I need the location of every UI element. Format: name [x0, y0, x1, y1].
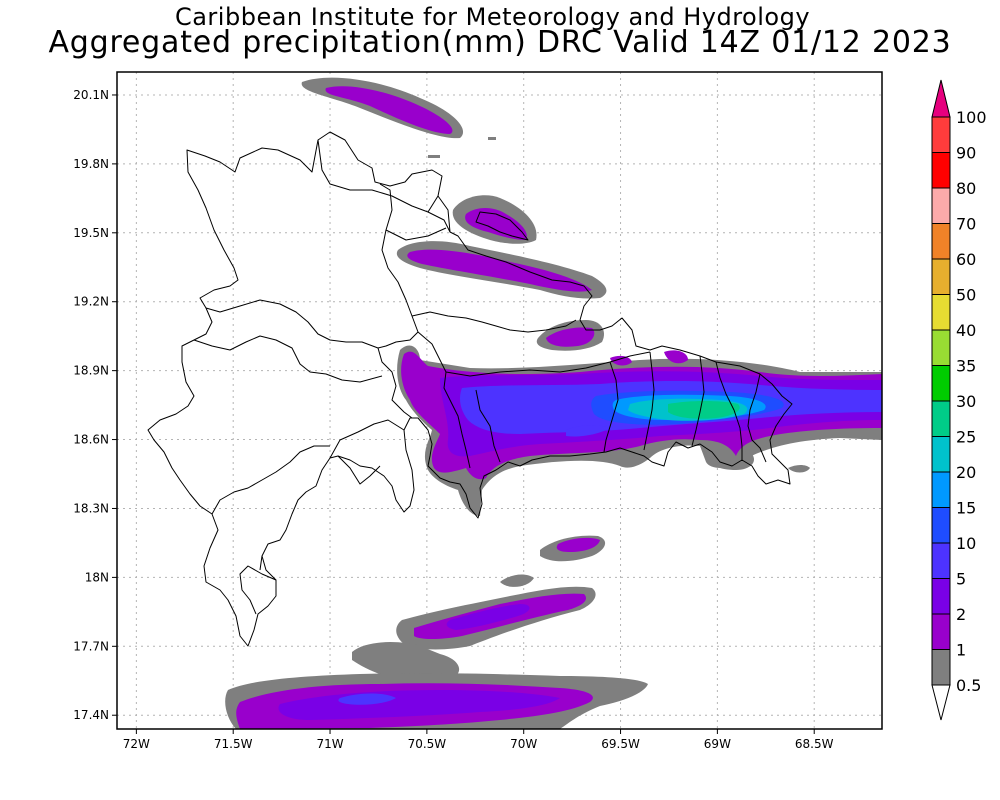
lon-tick-label: 71.5W	[214, 737, 253, 751]
lon-tick-label: 70W	[510, 737, 537, 751]
lon-tick-label: 68.5W	[795, 737, 834, 751]
lat-tick-label: 18.6N	[73, 433, 109, 447]
colorbar-label: 2	[956, 605, 966, 624]
lat-tick-label: 19.8N	[73, 157, 109, 171]
lon-tick-label: 72W	[123, 737, 150, 751]
colorbar-box	[931, 613, 951, 650]
colorbar-box	[931, 471, 951, 508]
latitude-axis: 20.1N 19.8N 19.5N 19.2N 18.9N 18.6N 18.3N 18N 17…	[73, 88, 117, 722]
colorbar-box	[931, 152, 951, 189]
colorbar-label: 25	[956, 428, 976, 447]
samana-peninsula	[475, 211, 529, 241]
colorbar-label: 15	[956, 499, 976, 518]
province-lines-west	[193, 299, 383, 515]
colorbar-label: 70	[956, 215, 976, 234]
hispaniola-outline	[147, 131, 793, 647]
lat-tick-label: 18.9N	[73, 364, 109, 378]
colorbar-label: 20	[956, 463, 976, 482]
lat-tick-label: 19.2N	[73, 295, 109, 309]
lon-tick-label: 69W	[704, 737, 731, 751]
colorbar-label: 30	[956, 392, 976, 411]
lon-tick-label: 69.5W	[601, 737, 640, 751]
colorbar-box	[931, 542, 951, 579]
precipitation-field	[225, 77, 882, 729]
province-lines-north	[317, 139, 451, 241]
coastline-borders	[147, 131, 793, 647]
colorbar-box	[931, 329, 951, 366]
colorbar-label: 100	[956, 108, 987, 127]
lat-tick-label: 17.4N	[73, 708, 109, 722]
colorbar-label: 5	[956, 570, 966, 589]
colorbar-top-arrow	[931, 79, 951, 118]
lat-tick-label: 18N	[85, 570, 109, 584]
colorbar-bottom-arrow	[931, 684, 951, 721]
lat-tick-label: 17.7N	[73, 639, 109, 653]
colorbar-label: 0.5	[956, 676, 981, 695]
colorbar-box	[931, 507, 951, 544]
colorbar-box	[931, 365, 951, 402]
province-lines-east	[603, 351, 767, 463]
colorbar-box	[931, 436, 951, 473]
colorbar-box	[931, 578, 951, 615]
colorbar-box	[931, 400, 951, 437]
longitude-axis: 72W 71.5W 71W 70.5W 70W 69.5W 69W 68.5W	[123, 729, 834, 751]
lon-tick-label: 70.5W	[408, 737, 447, 751]
haiti-dr-border	[377, 183, 419, 419]
colorbar-box	[931, 223, 951, 260]
colorbar-label: 80	[956, 179, 976, 198]
colorbar-box	[931, 258, 951, 295]
lat-tick-label: 19.5N	[73, 226, 109, 240]
colorbar-label: 40	[956, 321, 976, 340]
colorbar-label: 10	[956, 534, 976, 553]
chart-title-institute: Caribbean Institute for Meteorology and …	[174, 3, 811, 31]
precip-band-25-30mm	[668, 401, 740, 419]
colorbar-box	[931, 187, 951, 224]
lat-tick-label: 20.1N	[73, 88, 109, 102]
colorbar-label: 90	[956, 144, 976, 163]
colorbar-label: 1	[956, 641, 966, 660]
province-lines-central	[411, 311, 651, 469]
colorbar-box	[931, 294, 951, 331]
province-lines-south	[239, 419, 405, 615]
colorbar-label: 50	[956, 286, 976, 305]
map-frame	[116, 71, 883, 730]
chart-title-product: Aggregated precipitation(mm) DRC Valid 1…	[48, 25, 952, 60]
colorbar-label: 35	[956, 357, 976, 376]
colorbar-box	[931, 116, 951, 153]
lon-tick-label: 71W	[316, 737, 343, 751]
colorbar-box	[931, 649, 951, 686]
colorbar-label: 60	[956, 250, 976, 269]
lat-tick-label: 18.3N	[73, 501, 109, 515]
